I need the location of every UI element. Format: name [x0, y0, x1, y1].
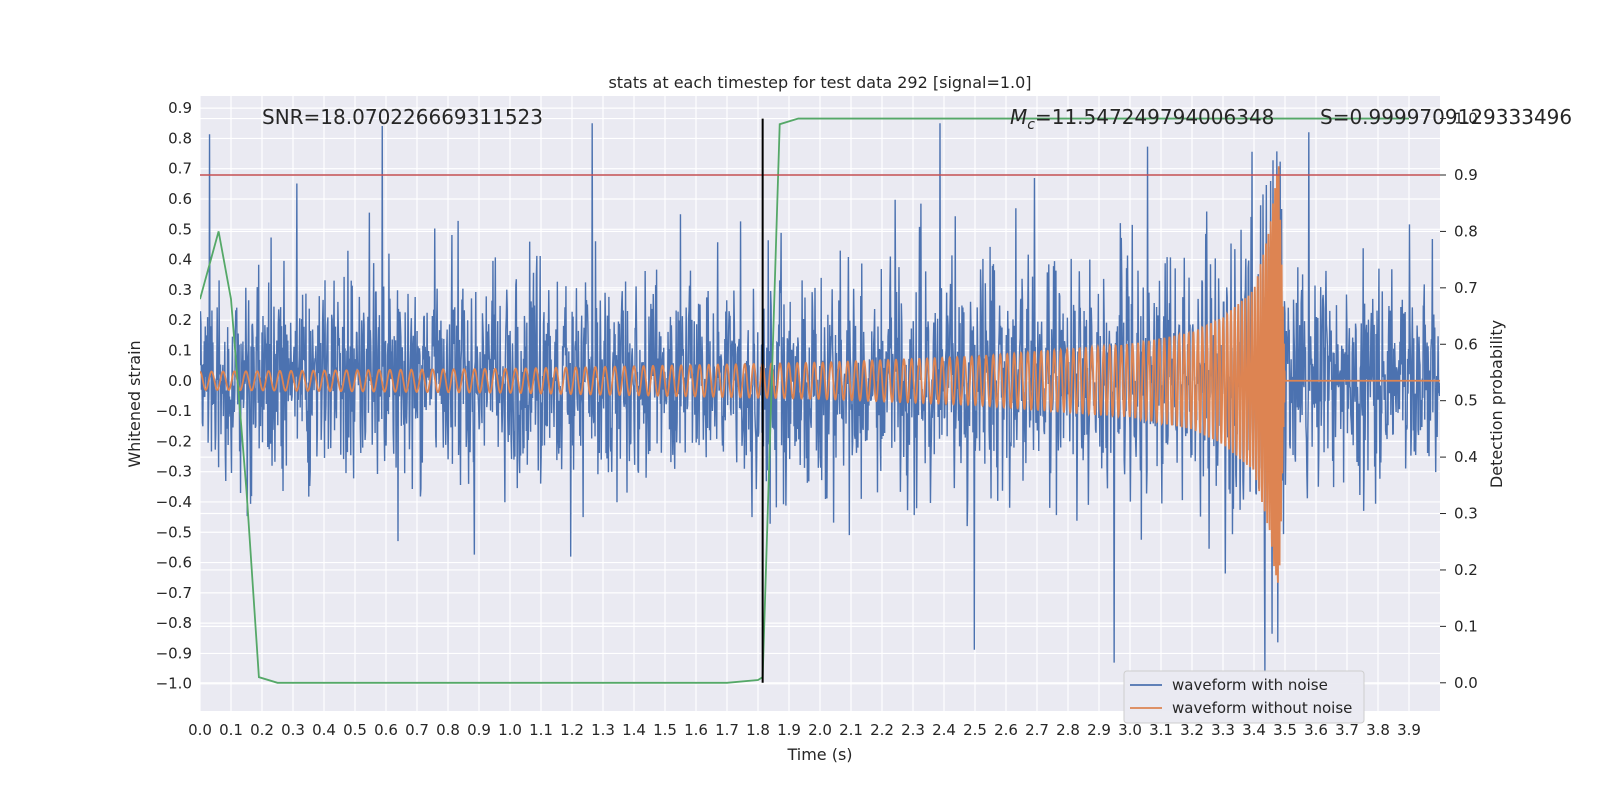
- x-tick-label: 0.3: [281, 721, 305, 739]
- y-tick-label: 0.2: [168, 311, 192, 329]
- y-axis-ticks: 0.9 0.8 0.7 0.6 0.5 0.4 0.3 0.2 0.1 0.0 −0.1 −0.2 −0…: [156, 99, 192, 693]
- y2-tick-label: 0.8: [1454, 222, 1478, 240]
- x-tick-label: 2.6: [994, 721, 1018, 739]
- s-annotation: S=0.9999709129333496: [1320, 105, 1572, 129]
- x-tick-label: 2.5: [963, 721, 987, 739]
- x-tick-label: 1.4: [622, 721, 646, 739]
- x-tick-label: 0.0: [188, 721, 212, 739]
- x-tick-label: 2.7: [1025, 721, 1049, 739]
- mc-symbol: M: [1010, 105, 1027, 129]
- mc-subscript: c: [1027, 117, 1035, 133]
- y2-tick-label: 0.6: [1454, 335, 1478, 353]
- y-tick-label: 0.9: [168, 99, 192, 117]
- y2-axis-ticks: 1.0 0.9 0.8 0.7 0.6 0.5 0.4 0.3 0.2 0.1 0.0: [1440, 110, 1478, 692]
- series-detection-probability: [200, 117, 1409, 684]
- x-tick-label: 1.7: [715, 721, 739, 739]
- y-tick-label: −0.3: [156, 463, 192, 481]
- x-tick-label: 3.5: [1273, 721, 1297, 739]
- x-tick-label: 3.6: [1304, 721, 1328, 739]
- x-tick-label: 1.6: [684, 721, 708, 739]
- x-tick-label: 2.0: [808, 721, 832, 739]
- x-tick-label: 2.8: [1056, 721, 1080, 739]
- snr-annotation: SNR=18.070226669311523: [262, 105, 543, 129]
- x-axis-ticks: 0.0 0.1 0.2 0.3 0.4 0.5 0.6 0.7 0.8 0.9 1.0 1.1 1.2 1…: [188, 721, 1421, 739]
- x-tick-label: 1.9: [777, 721, 801, 739]
- x-tick-label: 0.9: [467, 721, 491, 739]
- y2-tick-label: 0.3: [1454, 505, 1478, 523]
- x-tick-label: 1.8: [746, 721, 770, 739]
- x-tick-label: 0.4: [312, 721, 336, 739]
- x-tick-label: 0.8: [436, 721, 460, 739]
- y-tick-label: −0.9: [156, 644, 192, 662]
- x-tick-label: 1.3: [591, 721, 615, 739]
- x-tick-label: 3.7: [1335, 721, 1359, 739]
- reference-lines: [200, 118, 1440, 683]
- chart-title: stats at each timestep for test data 292…: [608, 73, 1031, 92]
- x-tick-label: 0.6: [374, 721, 398, 739]
- y2-tick-label: 0.1: [1454, 617, 1478, 635]
- x-tick-label: 3.8: [1366, 721, 1390, 739]
- y-axis-label: Whitened strain: [125, 340, 144, 467]
- legend-label-clean: waveform without noise: [1172, 699, 1352, 717]
- line-detection-probability: [200, 117, 1409, 684]
- y2-tick-label: 1.0: [1454, 110, 1478, 128]
- y2-tick-label: 0.2: [1454, 561, 1478, 579]
- x-tick-label: 2.3: [901, 721, 925, 739]
- x-tick-label: 3.0: [1118, 721, 1142, 739]
- x-tick-label: 0.5: [343, 721, 367, 739]
- y-tick-label: −0.2: [156, 432, 192, 450]
- y-tick-label: 0.6: [168, 190, 192, 208]
- y-tick-label: −0.1: [156, 402, 192, 420]
- x-tick-label: 3.1: [1149, 721, 1173, 739]
- legend: waveform with noise waveform without noi…: [1123, 670, 1365, 724]
- x-tick-label: 2.2: [870, 721, 894, 739]
- y-tick-label: 0.8: [168, 129, 192, 147]
- y-tick-label: −0.6: [156, 554, 192, 572]
- series-waveform-without-noise: [200, 166, 1440, 583]
- x-tick-label: 0.1: [219, 721, 243, 739]
- x-tick-label: 1.2: [560, 721, 584, 739]
- y-tick-label: 0.1: [168, 341, 192, 359]
- y-tick-label: −0.8: [156, 614, 192, 632]
- y-tick-label: 0.3: [168, 281, 192, 299]
- y-tick-label: 0.0: [168, 372, 192, 390]
- x-tick-label: 2.4: [932, 721, 956, 739]
- y-tick-label: 0.5: [168, 220, 192, 238]
- y2-tick-label: 0.5: [1454, 392, 1478, 410]
- legend-label-noise: waveform with noise: [1172, 676, 1328, 694]
- y-tick-label: −0.7: [156, 584, 192, 602]
- y-tick-label: −0.4: [156, 493, 192, 511]
- y-tick-label: −1.0: [156, 675, 192, 693]
- x-tick-label: 0.2: [250, 721, 274, 739]
- x-tick-label: 1.0: [498, 721, 522, 739]
- x-tick-label: 1.5: [653, 721, 677, 739]
- y2-axis-label: Detection probability: [1487, 320, 1506, 488]
- x-tick-label: 3.9: [1397, 721, 1421, 739]
- y-tick-label: 0.7: [168, 160, 192, 178]
- y2-tick-label: 0.4: [1454, 448, 1478, 466]
- x-tick-label: 3.3: [1211, 721, 1235, 739]
- y2-tick-label: 0.7: [1454, 279, 1478, 297]
- y2-tick-label: 0.0: [1454, 674, 1478, 692]
- x-tick-label: 3.2: [1180, 721, 1204, 739]
- legend-box: [1123, 670, 1365, 724]
- x-tick-label: 2.9: [1087, 721, 1111, 739]
- x-tick-label: 1.1: [529, 721, 553, 739]
- y2-tick-label: 0.9: [1454, 166, 1478, 184]
- line-waveform-without-noise: [200, 166, 1440, 583]
- y-tick-label: 0.4: [168, 251, 192, 269]
- chirp-mass-annotation: Mc=11.547249794006348: [1010, 105, 1274, 133]
- x-tick-label: 2.1: [839, 721, 863, 739]
- x-tick-label: 0.7: [405, 721, 429, 739]
- y-tick-label: −0.5: [156, 523, 192, 541]
- x-axis-label: Time (s): [786, 745, 852, 764]
- x-tick-label: 3.4: [1242, 721, 1266, 739]
- mc-value: =11.547249794006348: [1035, 105, 1274, 129]
